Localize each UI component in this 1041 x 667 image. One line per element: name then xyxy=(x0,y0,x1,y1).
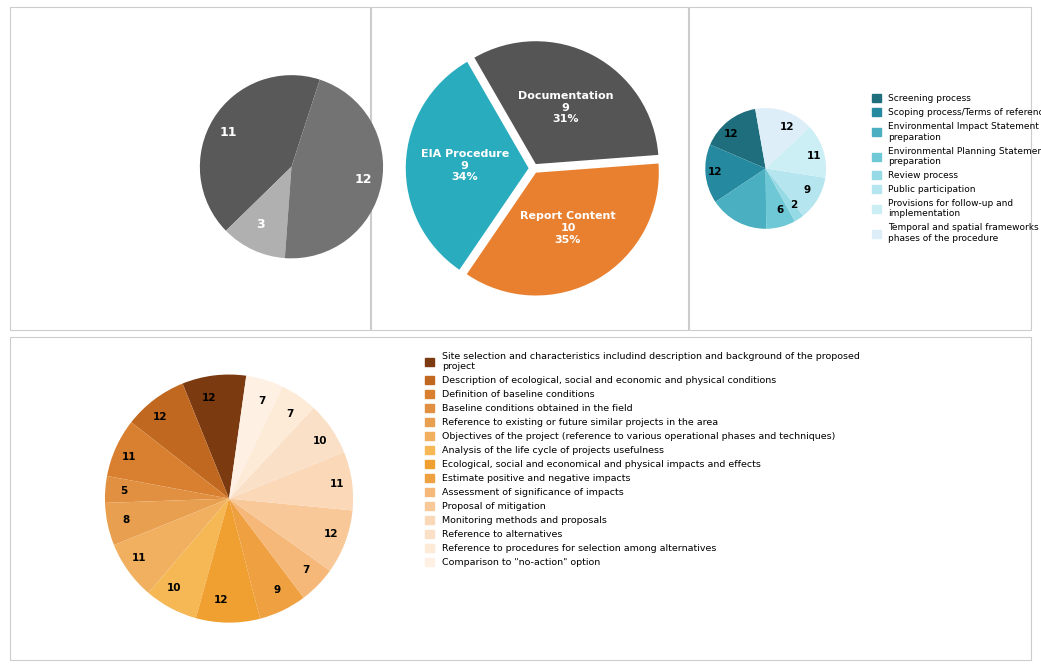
Text: 12: 12 xyxy=(325,529,338,539)
Wedge shape xyxy=(105,499,229,545)
Wedge shape xyxy=(229,499,304,619)
Legend: Site selection and characteristics includind description and background of the p: Site selection and characteristics inclu… xyxy=(422,348,864,571)
Wedge shape xyxy=(715,168,766,229)
Wedge shape xyxy=(200,75,320,231)
Text: 9: 9 xyxy=(804,185,810,195)
Bar xyxy=(689,7,1031,330)
Wedge shape xyxy=(229,452,353,510)
Text: 11: 11 xyxy=(220,127,237,139)
Text: 12: 12 xyxy=(708,167,722,177)
Text: 10: 10 xyxy=(167,584,181,594)
Wedge shape xyxy=(115,499,229,593)
Text: 12: 12 xyxy=(213,596,228,606)
Text: 11: 11 xyxy=(132,553,147,563)
Wedge shape xyxy=(229,387,313,499)
Text: 10: 10 xyxy=(313,436,327,446)
Wedge shape xyxy=(131,384,229,499)
Wedge shape xyxy=(182,375,247,499)
Wedge shape xyxy=(229,408,344,499)
Wedge shape xyxy=(766,168,795,229)
Wedge shape xyxy=(107,422,229,499)
Wedge shape xyxy=(229,499,353,571)
Wedge shape xyxy=(706,145,766,202)
Wedge shape xyxy=(196,499,260,622)
Wedge shape xyxy=(466,163,659,295)
Text: 12: 12 xyxy=(725,129,739,139)
Text: 12: 12 xyxy=(153,412,168,422)
Wedge shape xyxy=(226,167,291,258)
Text: 12: 12 xyxy=(780,122,794,132)
Text: 2: 2 xyxy=(790,199,797,209)
Text: Documentation
9
31%: Documentation 9 31% xyxy=(518,91,613,124)
Text: EIA Procedure
9
34%: EIA Procedure 9 34% xyxy=(421,149,509,183)
Text: 7: 7 xyxy=(286,410,294,420)
Text: 9: 9 xyxy=(273,585,280,595)
Wedge shape xyxy=(766,168,826,215)
Wedge shape xyxy=(105,476,229,503)
Wedge shape xyxy=(406,62,529,269)
Wedge shape xyxy=(766,127,826,178)
Text: 3: 3 xyxy=(256,218,264,231)
Text: 11: 11 xyxy=(807,151,821,161)
Text: 5: 5 xyxy=(121,486,128,496)
Wedge shape xyxy=(766,168,804,221)
Text: 7: 7 xyxy=(302,564,309,574)
Bar xyxy=(371,7,688,330)
Text: 7: 7 xyxy=(258,396,265,406)
Wedge shape xyxy=(149,499,229,618)
Text: Report Content
10
35%: Report Content 10 35% xyxy=(520,211,615,245)
Text: 12: 12 xyxy=(354,173,372,185)
Text: 12: 12 xyxy=(202,393,217,403)
Wedge shape xyxy=(475,41,658,164)
Text: 11: 11 xyxy=(330,479,345,489)
Bar xyxy=(10,337,1031,660)
Wedge shape xyxy=(229,376,282,499)
Wedge shape xyxy=(710,109,766,168)
Text: 8: 8 xyxy=(122,515,129,525)
Legend: Screening process, Scoping process/Terms of reference, Environmental Impact Stat: Screening process, Scoping process/Terms… xyxy=(868,90,1041,247)
Text: 6: 6 xyxy=(777,205,784,215)
Bar xyxy=(10,7,370,330)
Text: 11: 11 xyxy=(122,452,136,462)
Wedge shape xyxy=(229,499,330,598)
Wedge shape xyxy=(755,108,810,168)
Wedge shape xyxy=(285,79,383,258)
